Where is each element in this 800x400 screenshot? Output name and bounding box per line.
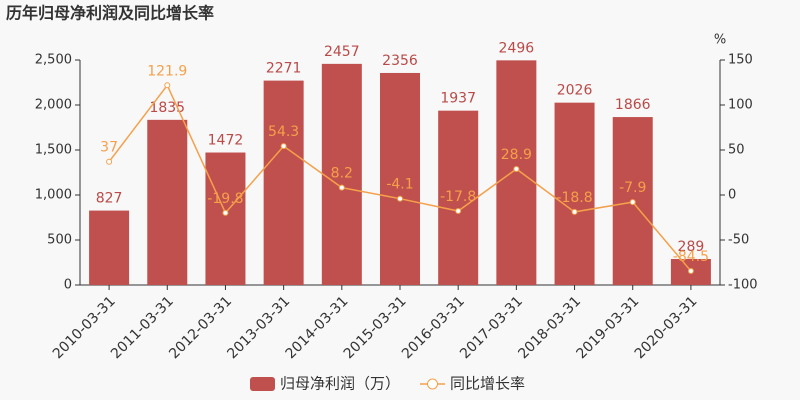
line-point [397, 195, 403, 202]
bar-value-label: 2271 [266, 61, 302, 77]
bar-value-label: 2356 [382, 53, 418, 69]
bar [321, 63, 362, 286]
bar [89, 210, 130, 285]
legend-swatch-point [427, 378, 439, 390]
bar-value-label: 827 [96, 191, 123, 207]
y2-tick-label: -100 [728, 278, 758, 293]
line-point [455, 208, 462, 215]
bar [438, 110, 479, 285]
line-value-label: 54.3 [268, 124, 299, 140]
line-point [571, 208, 578, 215]
y-tick-label: 0 [64, 278, 72, 293]
bar [496, 60, 537, 285]
y-tick-label: 500 [47, 233, 72, 248]
y-tick-label: 2,500 [35, 53, 72, 68]
bar [205, 152, 246, 285]
y-tick-label: 1,000 [35, 188, 72, 203]
x-tick-label: 2020-03-31 [632, 293, 701, 362]
line-value-label: -18.8 [556, 190, 592, 206]
line-point [687, 268, 694, 275]
line-value-label: -19.8 [207, 191, 243, 207]
line-value-label: 121.9 [147, 63, 187, 79]
bar-value-label: 1937 [440, 91, 476, 107]
y2-tick-label: 150 [728, 53, 753, 68]
line-point [280, 143, 287, 150]
bar-value-label: 2457 [324, 44, 360, 60]
bar [380, 72, 420, 286]
bar [263, 80, 304, 285]
line-value-label: -4.1 [386, 177, 413, 193]
y-tick-label: 1,500 [35, 143, 72, 158]
legend-label: 同比增长率 [450, 375, 525, 393]
bar [554, 102, 595, 285]
line-value-label: -84.5 [673, 249, 709, 265]
y2-tick-label: 50 [728, 143, 745, 158]
bar-value-label: 1866 [615, 97, 651, 113]
bar-value-label: 289 [678, 239, 705, 255]
y-tick-label: 2,000 [35, 98, 72, 113]
line-point [513, 165, 520, 172]
line-value-label: -17.8 [440, 189, 476, 205]
bar-value-label: 1472 [208, 133, 244, 149]
line-value-label: 37 [100, 140, 118, 156]
line-value-label: 8.2 [331, 166, 353, 182]
bar-value-label: 2026 [557, 83, 593, 99]
y2-tick-label: 100 [728, 98, 753, 113]
y2-unit: % [714, 33, 726, 48]
legend-swatch [250, 377, 275, 391]
chart-title: 历年归母净利润及同比增长率 [6, 4, 214, 23]
bar-value-label: 2496 [499, 40, 535, 56]
y2-tick-label: 0 [728, 188, 736, 203]
line-point [222, 209, 229, 216]
legend-label: 归母净利润（万） [280, 375, 400, 393]
line-value-label: -7.9 [619, 180, 646, 196]
y2-tick-label: -50 [728, 233, 749, 248]
line-point [106, 158, 113, 165]
line-point [164, 82, 171, 89]
line-point [629, 199, 636, 206]
line-point [338, 184, 345, 191]
bar [147, 119, 188, 285]
line-value-label: 28.9 [501, 147, 532, 163]
